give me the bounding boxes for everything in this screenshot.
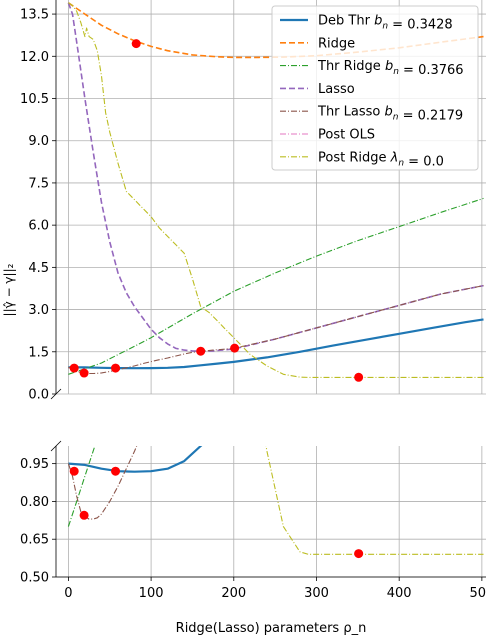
- y-tick-label: 12.0: [20, 50, 49, 65]
- optimum-marker: [69, 363, 79, 373]
- optimum-marker: [354, 549, 364, 559]
- y-tick-label: 4.5: [28, 261, 49, 276]
- series-line-2: [67, 446, 96, 527]
- legend-frame: [271, 5, 479, 171]
- legend-label: Thr Ridge bn = 0.3766: [317, 59, 464, 78]
- optimum-marker: [354, 372, 364, 382]
- x-tick-label: 0: [64, 586, 72, 601]
- y-tick-label: 0.50: [20, 571, 49, 586]
- markers: [69, 39, 364, 559]
- legend-label: Post Ridge λn = 0.0: [318, 150, 444, 169]
- legend-label: Thr Lasso bn = 0.2179: [317, 105, 463, 124]
- y-tick-label: 9.0: [28, 134, 49, 149]
- legend-label: Deb Thr bn = 0.3428: [318, 14, 453, 33]
- optimum-marker: [196, 346, 206, 356]
- optimum-marker: [111, 466, 121, 476]
- y-tick-label: 7.5: [28, 176, 49, 191]
- x-tick-label: 500: [469, 586, 486, 601]
- optimum-marker: [111, 363, 121, 373]
- x-tick-label: 300: [304, 586, 329, 601]
- y-tick-label: 13.5: [20, 8, 49, 23]
- optimum-marker: [131, 39, 141, 49]
- y-tick-label: 0.65: [20, 533, 49, 548]
- y-tick-label: 0.95: [20, 457, 49, 472]
- ticks: 0 100 200 300 400 500 0.0 1.5 3.0 4.5 6.0 7.5 9.0 10.…: [20, 8, 486, 601]
- y-axis-label: ||γ̂ − γ||₂: [2, 263, 16, 316]
- x-tick-label: 100: [139, 586, 164, 601]
- y-tick-label: 3.0: [28, 303, 49, 318]
- legend-label: Post OLS: [318, 128, 375, 143]
- y-tick-label: 10.5: [20, 92, 49, 107]
- x-axis-label: Ridge(Lasso) parameters ρ_n: [176, 621, 367, 636]
- y-tick-label: 0.0: [28, 388, 49, 403]
- optimum-marker: [69, 466, 79, 476]
- series-line-6: [68, 2, 484, 378]
- series-line-2: [68, 197, 484, 375]
- optimum-marker: [79, 368, 89, 378]
- y-tick-label: 6.0: [28, 219, 49, 234]
- legend-label: Lasso: [318, 82, 355, 97]
- axis-break-mark-bottom: [50, 440, 62, 452]
- legend-label: Ridge: [318, 36, 355, 51]
- y-tick-label: 0.80: [20, 495, 49, 510]
- legend: Deb Thr bn = 0.3428 Ridge Thr Ridge bn = 0…: [271, 5, 479, 171]
- optimum-marker: [79, 510, 89, 520]
- optimum-marker: [230, 343, 240, 353]
- axes: [50, 0, 486, 578]
- x-tick-label: 200: [221, 586, 246, 601]
- y-tick-label: 1.5: [28, 345, 49, 360]
- x-tick-label: 400: [387, 586, 412, 601]
